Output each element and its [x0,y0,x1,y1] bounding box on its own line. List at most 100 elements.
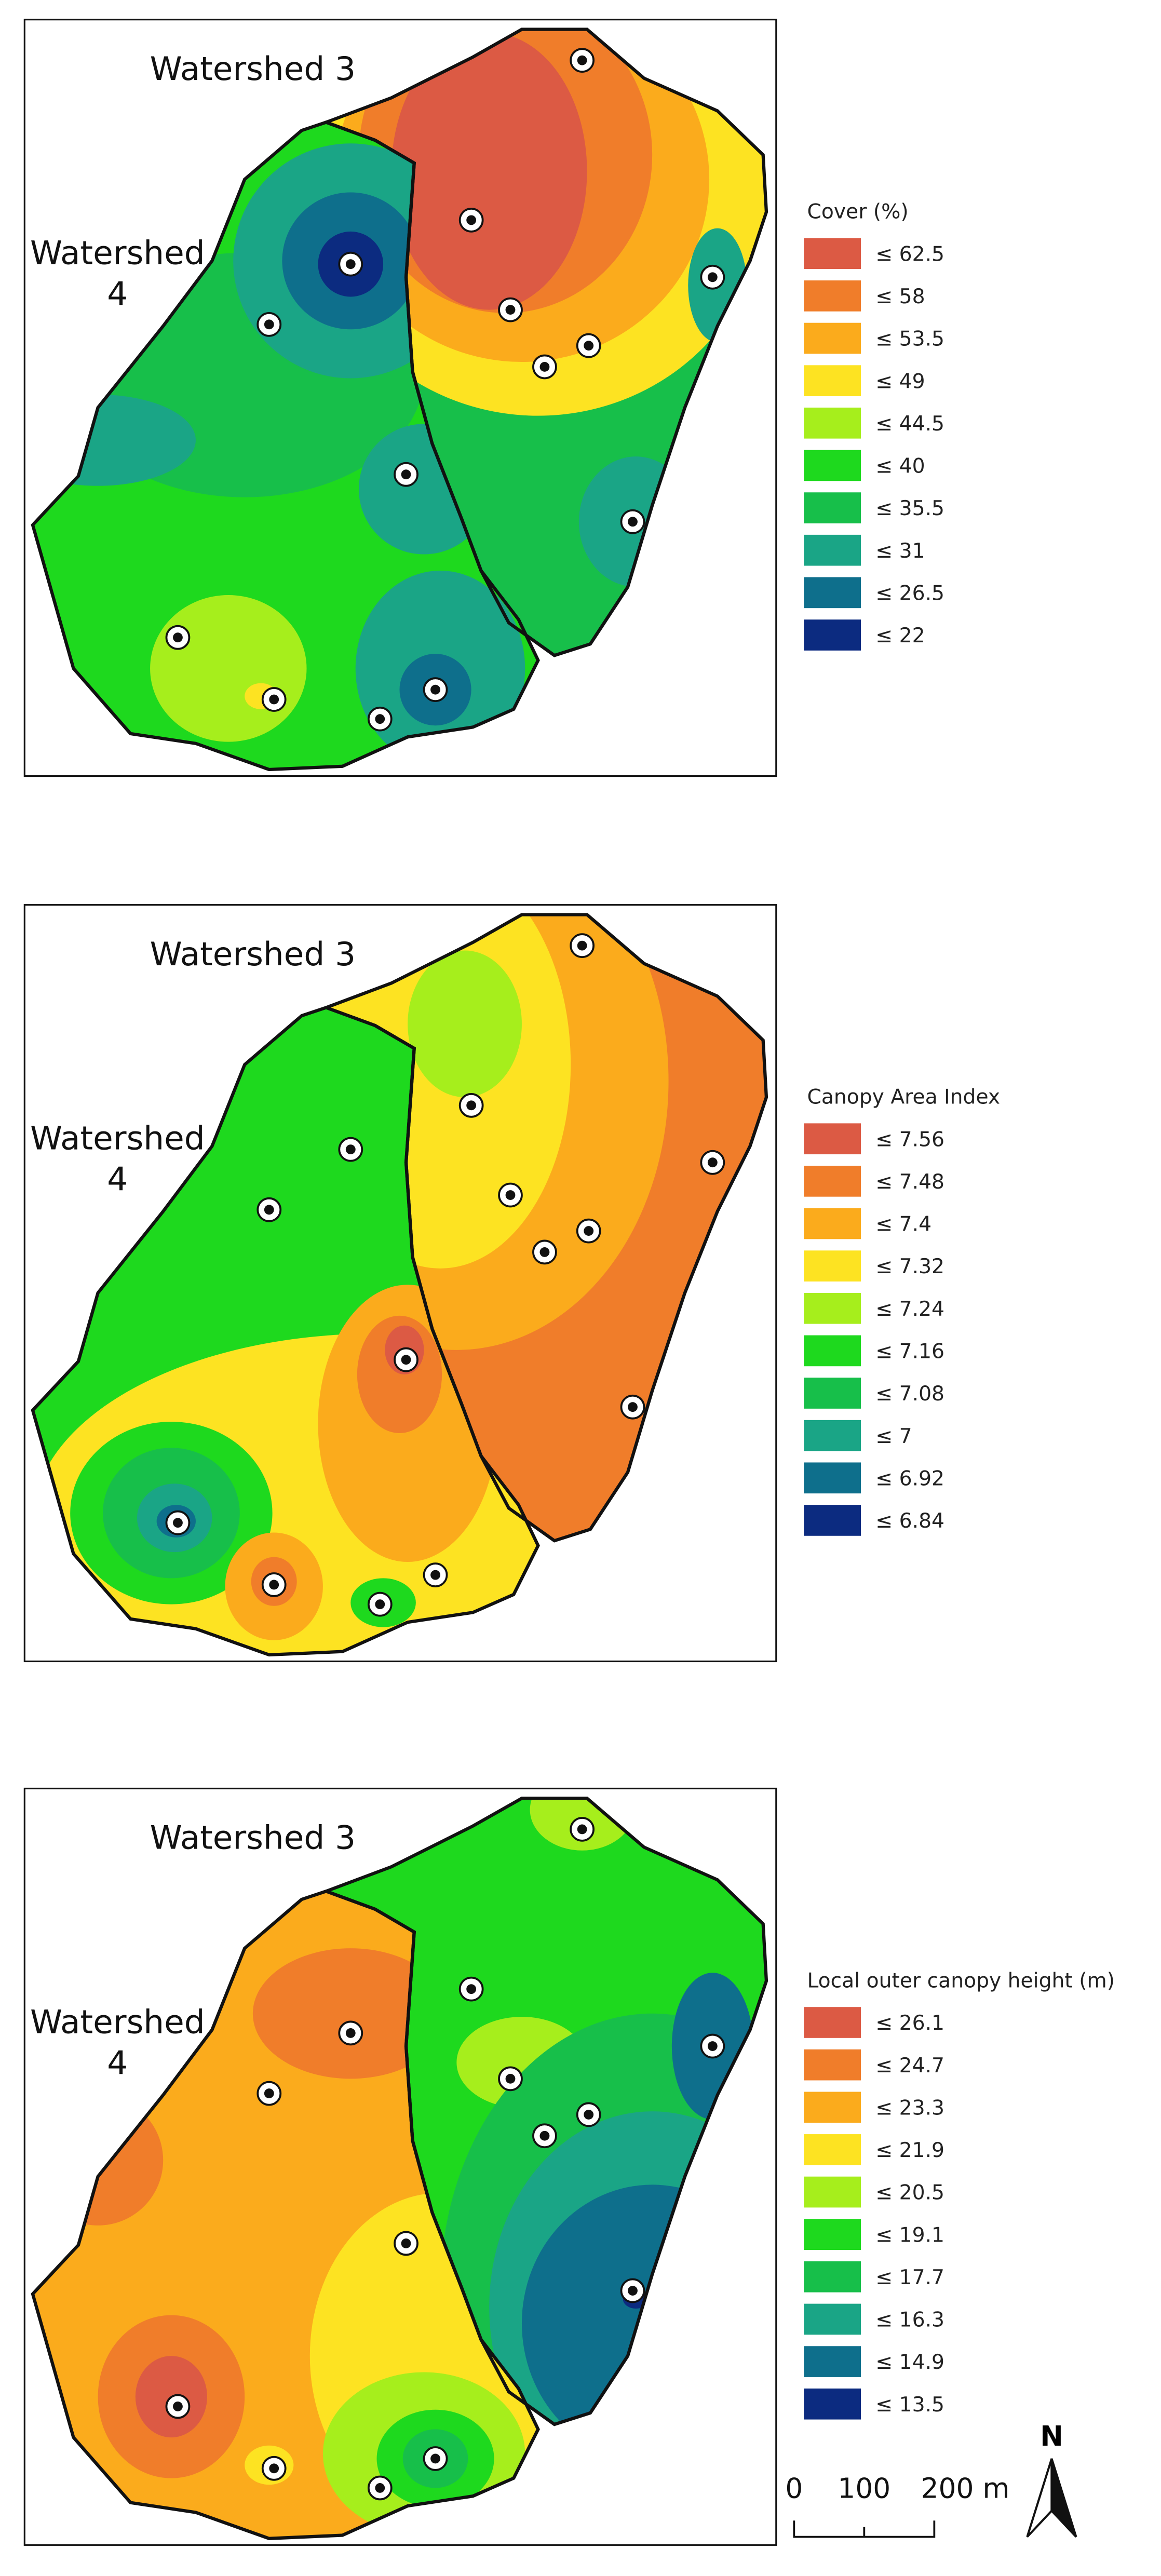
legend-label: ≤ 26.1 [875,2012,944,2035]
north-arrow: N [1026,2420,1077,2538]
sample-point-center [584,2109,594,2120]
sample-point-center [345,2028,356,2038]
sample-point-center [264,2088,274,2099]
contour-zone [252,1948,449,2079]
scale-label: 0 [785,2472,803,2504]
legend-label: ≤ 6.84 [875,1509,944,1533]
scale-label: 100 [838,2472,890,2504]
legend-label: ≤ 14.9 [875,2351,944,2374]
legend-label: ≤ 22 [875,624,925,648]
legend-swatch [804,2219,861,2250]
legend-title: Cover (%) [807,200,908,224]
legend-label: ≤ 26.5 [875,582,944,605]
sample-point-center [466,1100,477,1111]
watershed-surface [33,1007,538,1655]
legend-title: Canopy Area Index [807,1086,1000,1109]
sample-point-center [375,714,385,724]
watershed-4-label: 4 [107,1160,128,1198]
legend-label: ≤ 17.7 [875,2266,944,2289]
sample-point-center [173,1518,183,1528]
legend-swatch [804,1505,861,1536]
contour-zone [391,32,587,310]
scale-label: 200 m [921,2472,1010,2504]
watershed-4-label: Watershed [30,234,205,272]
legend-label: ≤ 35.5 [875,497,944,520]
sample-point-center [584,1226,594,1236]
watershed-4-label: Watershed [30,1120,205,1157]
legend-swatch [804,1335,861,1367]
legend-swatch [804,1462,861,1494]
legend-label: ≤ 62.5 [875,242,944,266]
legend-label: ≤ 19.1 [875,2223,944,2247]
legend-swatch [804,280,861,312]
sample-point-center [505,2073,516,2084]
sample-point-center [577,55,587,65]
legend-label: ≤ 24.7 [875,2054,944,2078]
sample-point-center [375,2483,385,2493]
sample-point-center [628,517,638,527]
legend-swatch [804,2134,861,2165]
legend-swatch [804,2303,861,2335]
sample-point-center [345,259,356,269]
contour-zone [150,595,307,742]
legend-title: Local outer canopy height (m) [807,1970,1115,1993]
legend-label: ≤ 7.56 [875,1128,944,1151]
sample-point-center [401,469,411,480]
sample-point-center [269,2463,279,2474]
legend-label: ≤ 53.5 [875,328,944,351]
legend-swatch [804,2176,861,2208]
legend-swatch [804,577,861,609]
legend-label: ≤ 7.16 [875,1340,944,1364]
legend-swatch [804,407,861,439]
legend-swatch [804,1420,861,1451]
arrow-right [1050,2458,1077,2538]
legend-swatch [804,619,861,651]
legend-swatch [804,2049,861,2081]
legend-swatch [804,450,861,481]
sample-point-center [375,1599,385,1610]
legend-swatch [804,2261,861,2292]
scale-line [793,2520,936,2538]
sample-point-center [269,694,279,705]
legend-swatch [804,2388,861,2420]
legend-swatch [804,1166,861,1197]
sample-point-center [345,1144,356,1155]
sample-point-center [584,341,594,351]
sample-point-center [466,1984,477,1994]
sample-point-center [401,2238,411,2248]
sample-point-center [269,1580,279,1590]
legend-label: ≤ 7 [875,1425,912,1448]
legend-label: ≤ 7.24 [875,1298,944,1321]
sample-point-center [430,684,440,695]
sample-point-center [628,1402,638,1412]
legend-label: ≤ 31 [875,540,925,563]
watershed-4-label: 4 [107,275,128,313]
sample-point-center [539,2130,550,2141]
sample-point-center [466,215,477,225]
sample-point-center [173,2402,183,2411]
watershed-boundary [31,1889,540,2540]
watershed-surface [33,122,538,770]
sample-point-center [430,1570,440,1580]
watershed-4-label: 4 [107,2044,128,2082]
legend-swatch [804,2092,861,2123]
legend-swatch [804,322,861,354]
legend-label: ≤ 7.48 [875,1170,944,1194]
sample-point-center [505,1190,516,1200]
sample-point-center [577,1824,587,1835]
arrow-left [1026,2458,1053,2538]
north-label: N [1040,2420,1063,2452]
sample-point-center [577,940,587,951]
legend-label: ≤ 13.5 [875,2393,944,2417]
sample-point-center [401,1355,411,1365]
legend-swatch [804,534,861,566]
legend-label: ≤ 7.32 [875,1255,944,1278]
sample-point-center [707,2041,718,2051]
legend-label: ≤ 20.5 [875,2181,944,2205]
sample-point-center [264,319,274,330]
legend-label: ≤ 44.5 [875,412,944,436]
legend-swatch [804,1208,861,1239]
legend-label: ≤ 58 [875,285,925,308]
